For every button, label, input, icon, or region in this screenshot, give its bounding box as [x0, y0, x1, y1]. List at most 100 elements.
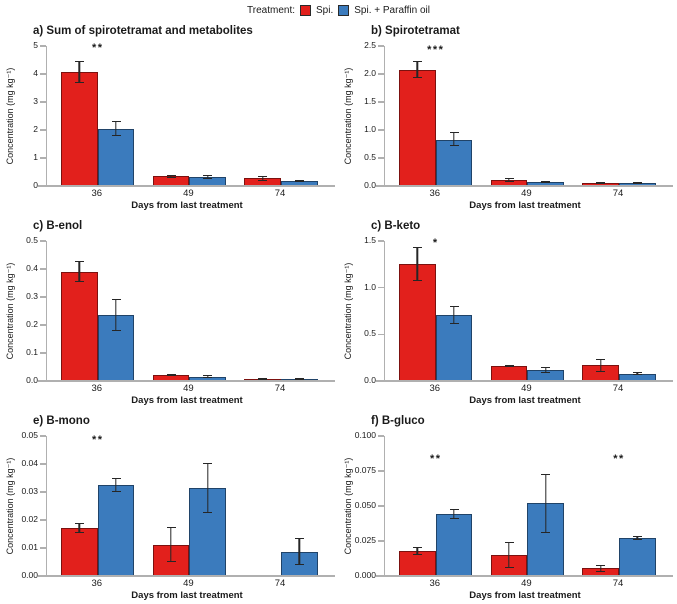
legend-label-spi-paraffin-oil: Spi. + Paraffin oil — [354, 5, 430, 16]
y-tick-label: 0.050 — [354, 500, 376, 511]
y-tick: 1.0 — [364, 125, 384, 134]
legend-swatch-spi — [300, 5, 312, 16]
chart-panel-b: b) Spirotetramat Concentration (mg kg⁻¹) 0… — [338, 19, 677, 214]
y-tick: 0.2 — [26, 320, 46, 329]
y-tick: 0.3 — [26, 292, 46, 301]
error-bar-spi-day36 — [74, 61, 84, 83]
y-tick-label: 3 — [33, 96, 38, 107]
bar-spi-day36 — [399, 70, 436, 186]
y-axis-label: Concentration (mg kg⁻¹) — [343, 457, 353, 555]
y-tick-label: 0.4 — [26, 263, 38, 274]
x-axis-label: Days from last treatment — [131, 395, 243, 406]
plot-area: 0.00 0.01 0.02 0.03 0.04 0.05 ** — [21, 431, 329, 580]
error-bar-spi-paraffin-day74 — [294, 179, 304, 183]
y-tick-label: 0.04 — [21, 458, 38, 469]
y-tick-label: 0.0 — [364, 180, 376, 191]
y-tick-label: 1.0 — [364, 124, 376, 135]
chart-panel-a: a) Sum of spirotetramat and metabolites C… — [0, 19, 338, 214]
error-bar-spi-paraffin-day36 — [111, 299, 121, 332]
bar-spi-paraffin-day36 — [97, 128, 135, 186]
error-bar-spi-day49 — [166, 527, 176, 562]
x-axis-label: Days from last treatment — [131, 200, 243, 211]
bar-spi-day49 — [490, 366, 528, 381]
error-bar-spi-day49 — [504, 542, 514, 568]
significance-stars: ** — [613, 453, 625, 466]
panel-title: f) B-gluco — [371, 415, 425, 427]
x-tick-label: 36 — [91, 383, 103, 394]
y-tick: 1.5 — [364, 97, 384, 106]
chart-panel-d: c) B-keto Concentration (mg kg⁻¹) 0.0 0.5 1.… — [338, 214, 677, 409]
y-tick: 0.5 — [26, 236, 46, 245]
y-tick: 0.5 — [364, 329, 384, 338]
x-axis-label: Days from last treatment — [469, 200, 581, 211]
bar-spi-day36 — [399, 264, 436, 381]
y-tick: 4 — [33, 69, 46, 78]
y-tick-label: 5 — [33, 40, 38, 51]
x-tick-label: 49 — [183, 578, 194, 589]
significance-stars: * — [432, 237, 439, 250]
error-bar-spi-paraffin-day74 — [632, 371, 642, 376]
y-tick-label: 0.0 — [364, 375, 376, 386]
y-tick: 1.5 — [364, 236, 384, 245]
x-tick-label: 74 — [612, 383, 624, 394]
x-tick-label: 36 — [429, 383, 441, 394]
legend-label-spi: Spi. — [316, 5, 334, 16]
y-tick: 1.0 — [364, 282, 384, 291]
y-tick-label: 0.0 — [26, 375, 38, 386]
y-tick-label: 0.1 — [26, 347, 38, 358]
y-tick: 0.04 — [21, 459, 46, 468]
y-tick: 0.1 — [26, 348, 46, 357]
y-tick: 0.02 — [21, 515, 46, 524]
y-axis-label: Concentration (mg kg⁻¹) — [5, 457, 15, 555]
significance-stars: ** — [91, 42, 104, 55]
error-bar-spi-day36 — [412, 246, 422, 282]
bar-spi-paraffin-day36 — [435, 139, 473, 186]
panel-title: a) Sum of spirotetramat and metabolites — [33, 25, 253, 37]
x-tick-label: 74 — [274, 188, 286, 199]
error-bar-spi-paraffin-day74 — [632, 181, 642, 184]
y-tick-label: 0.01 — [21, 542, 38, 553]
bar-spi-paraffin-day36 — [435, 514, 473, 576]
error-bar-spi-day49 — [166, 373, 176, 376]
y-tick-label: 0.100 — [354, 430, 376, 441]
bar-spi-day36 — [61, 72, 98, 186]
legend-title: Treatment: — [247, 5, 296, 16]
error-bar-spi-paraffin-day49 — [203, 375, 213, 378]
y-tick-label: 1.5 — [364, 96, 376, 107]
error-bar-spi-day36 — [412, 61, 422, 79]
y-tick: 0.050 — [355, 501, 384, 510]
y-tick-label: 1 — [33, 152, 38, 163]
x-tick-label: 49 — [521, 383, 532, 394]
y-tick-label: 0.5 — [364, 328, 376, 339]
y-tick: 0.01 — [21, 543, 46, 552]
error-bar-spi-paraffin-day49 — [541, 473, 551, 533]
error-bar-spi-day36 — [74, 522, 84, 533]
plot-area: 0 1 2 3 4 5 ** — [33, 41, 329, 190]
x-tick-label: 49 — [521, 578, 532, 589]
y-axis-label: Concentration (mg kg⁻¹) — [343, 67, 353, 165]
x-tick-label: 36 — [91, 188, 103, 199]
error-bar-spi-day74 — [258, 377, 268, 380]
legend-swatch-spi-paraffin-oil — [338, 5, 350, 16]
significance-stars: ** — [91, 433, 104, 446]
y-tick: 0.075 — [355, 466, 384, 475]
y-tick: 0.03 — [21, 487, 46, 496]
error-bar-spi-day49 — [504, 365, 514, 367]
error-bar-spi-paraffin-day36 — [449, 508, 459, 519]
plot-area: 0.000 0.025 0.050 0.075 0.100 ** ** — [355, 431, 667, 580]
y-tick: 5 — [33, 41, 46, 50]
error-bar-spi-paraffin-day74 — [294, 377, 304, 380]
error-bar-spi-day74 — [258, 176, 268, 181]
y-tick-label: 0.5 — [26, 235, 38, 246]
legend: Treatment: Spi. Spi. + Paraffin oil — [0, 0, 677, 19]
panel-title: c) B-enol — [33, 220, 83, 232]
y-tick-label: 2 — [33, 124, 38, 135]
y-tick-label: 2.5 — [364, 40, 376, 51]
bar-spi-day36 — [61, 271, 98, 381]
x-axis-line — [376, 185, 673, 187]
bar-spi-day36 — [61, 528, 98, 576]
y-axis-label: Concentration (mg kg⁻¹) — [343, 262, 353, 360]
plot-area: 0.0 0.1 0.2 0.3 0.4 0.5 — [26, 236, 329, 385]
y-tick-label: 4 — [33, 68, 38, 79]
error-bar-spi-paraffin-day49 — [203, 175, 213, 179]
